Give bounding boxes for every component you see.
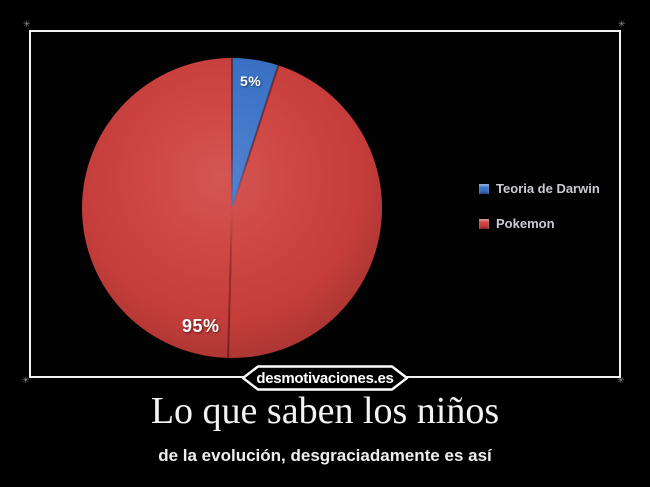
badge-hexagon-shape [241,365,409,391]
pie-slice-label-darwin: 5% [240,73,262,89]
legend-label: Teoria de Darwin [496,181,600,196]
chart-frame: 5% 95% Teoria de Darwin Pokemon [29,30,621,378]
legend-label: Pokemon [496,216,555,231]
corner-ornament-icon: ✳ [618,19,626,29]
poster-title: Lo que saben los niños [150,390,500,432]
pie-slice-label-pokemon: 95% [182,316,220,336]
poster-subtitle: de la evolución, desgraciadamente es así [158,446,492,465]
legend-swatch-blue-icon [479,183,489,194]
corner-ornament-icon: ✳ [23,19,31,29]
legend-item-pokemon: Pokemon [479,216,600,231]
watermark-badge: desmotivaciones.es [240,364,410,392]
pie-chart [82,58,382,358]
chart-legend: Teoria de Darwin Pokemon [479,181,600,231]
pie-chart-area: 5% 95% [82,58,382,358]
legend-item-darwin: Teoria de Darwin [479,181,600,196]
watermark-text: desmotivaciones.es [256,370,393,387]
legend-swatch-red-icon [479,218,489,229]
